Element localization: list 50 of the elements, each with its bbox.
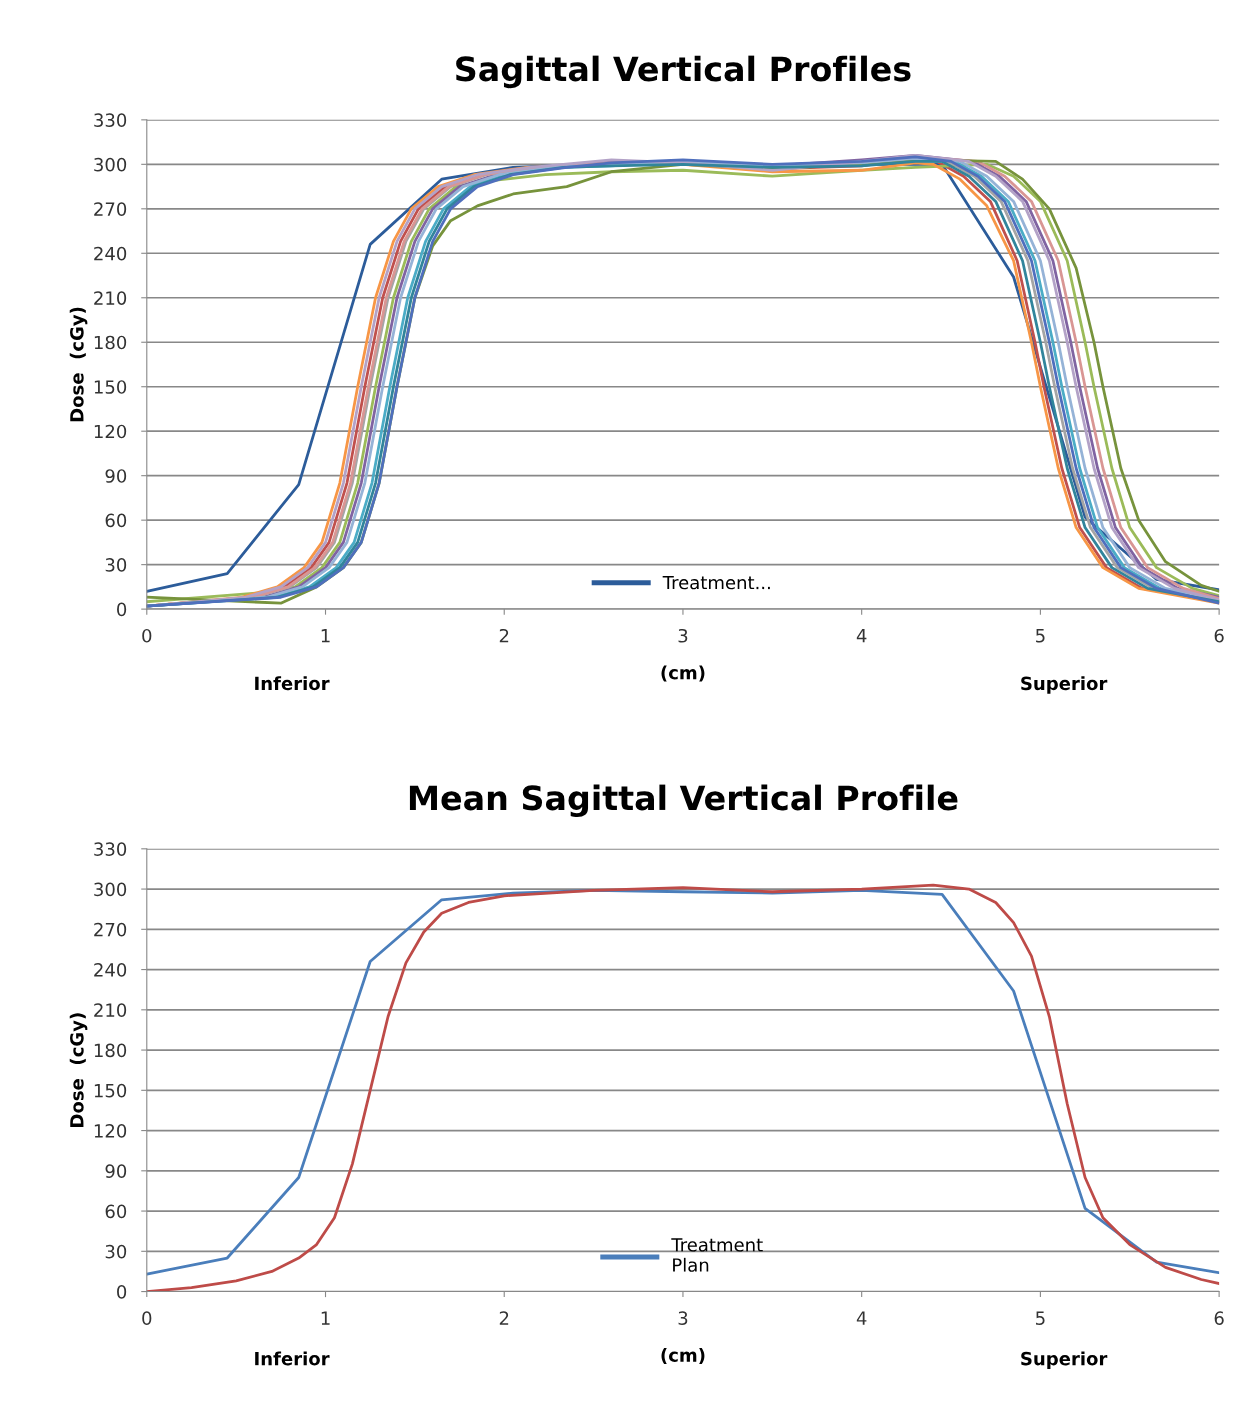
chart-title: Sagittal Vertical Profiles bbox=[456, 55, 911, 89]
y-tick-label: 0 bbox=[117, 602, 127, 617]
x-tick-label: 4 bbox=[856, 1311, 867, 1325]
x-tick-label: 5 bbox=[1036, 629, 1045, 643]
x-tick-label: 1 bbox=[321, 1311, 330, 1325]
y-tick-label: 240 bbox=[94, 246, 127, 261]
y-axis-title: Dose (cGy) bbox=[69, 1013, 88, 1127]
x-tick-label: 0 bbox=[142, 1311, 152, 1325]
x-tick-label: 5 bbox=[1036, 1311, 1045, 1325]
y-tick-label: 120 bbox=[94, 424, 127, 439]
y-tick-label: 90 bbox=[105, 1164, 127, 1178]
x-tick-label: 2 bbox=[499, 1311, 509, 1325]
y-tick-label: 120 bbox=[94, 1124, 127, 1138]
y-tick-label: 0 bbox=[117, 1285, 127, 1299]
legend-label: Treatment Plan bbox=[671, 1238, 763, 1272]
y-tick-label: 60 bbox=[105, 1204, 127, 1219]
x-tick-label: 6 bbox=[1214, 1311, 1224, 1325]
y-tick-label: 270 bbox=[94, 202, 127, 216]
x-axis-title: (cm) bbox=[661, 1347, 705, 1365]
text: Inferior bbox=[255, 1351, 330, 1366]
y-tick-label: 210 bbox=[94, 1003, 127, 1017]
y-tick-label: 180 bbox=[94, 335, 127, 350]
y-tick-label: 60 bbox=[105, 513, 127, 528]
x-tick-label: 6 bbox=[1214, 628, 1224, 643]
x-axis-title: (cm) bbox=[661, 665, 705, 682]
x-tick-label: 3 bbox=[678, 628, 688, 643]
chart-title: Mean Sagittal Vertical Profile bbox=[409, 784, 958, 818]
text: Superior bbox=[1021, 676, 1108, 694]
y-tick-label: 240 bbox=[94, 963, 127, 977]
y-axis-title: Dose (cGy) bbox=[69, 307, 88, 422]
text: Inferior bbox=[255, 676, 330, 691]
y-tick-label: 30 bbox=[105, 558, 127, 572]
y-tick-label: 180 bbox=[94, 1043, 127, 1058]
text: Superior bbox=[1021, 1351, 1108, 1369]
x-tick-label: 2 bbox=[499, 628, 509, 643]
x-tick-label: 1 bbox=[321, 629, 330, 643]
y-tick-label: 210 bbox=[94, 291, 127, 305]
x-tick-label: 4 bbox=[856, 629, 867, 643]
y-tick-label: 150 bbox=[94, 380, 127, 394]
y-tick-label: 330 bbox=[94, 842, 127, 856]
y-tick-label: 150 bbox=[94, 1083, 127, 1098]
y-tick-label: 270 bbox=[94, 922, 127, 937]
y-tick-label: 300 bbox=[94, 882, 127, 897]
legend-label: Treatment... bbox=[662, 575, 770, 590]
y-tick-label: 30 bbox=[105, 1244, 127, 1259]
y-tick-label: 330 bbox=[94, 113, 127, 127]
y-tick-label: 300 bbox=[94, 157, 127, 172]
y-tick-label: 90 bbox=[105, 469, 127, 483]
x-tick-label: 0 bbox=[142, 628, 152, 643]
x-tick-label: 3 bbox=[678, 1311, 688, 1325]
